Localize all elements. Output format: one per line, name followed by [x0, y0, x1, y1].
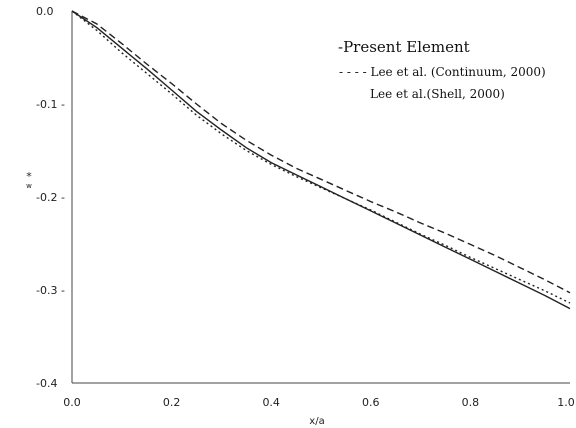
legend-entry-0: -Present Element [338, 38, 470, 56]
y-tick-label-0: 0.0 [36, 5, 54, 18]
x-tick-label-0: 0.0 [63, 396, 81, 409]
x-tick-label-2: 0.4 [262, 396, 280, 409]
legend-entry-1: - - - - Lee et al. (Continuum, 2000) [339, 65, 546, 79]
y-tick-label-1: -0.1 - [36, 98, 65, 111]
y-tick-label-2: -0.2 - [36, 191, 65, 204]
series-line-dashed [71, 10, 571, 294]
series-lines [71, 10, 571, 310]
series-line-dotted [71, 10, 571, 304]
y-tick-labels: 0.0 -0.1 - -0.2 - -0.3 - -0.4 [36, 5, 65, 390]
x-tick-labels: 0.0 0.2 0.4 0.6 0.8 1.0 [63, 396, 575, 409]
series-line-solid [71, 10, 571, 310]
chart-axes [71, 11, 570, 384]
legend-entry-2: Lee et al.(Shell, 2000) [370, 87, 505, 101]
x-tick-label-3: 0.6 [362, 396, 380, 409]
y-tick-label-4: -0.4 [36, 377, 57, 390]
chart-legend: -Present Element - - - - Lee et al. (Cont… [338, 38, 546, 101]
x-axis-label: x/a [309, 416, 324, 427]
y-axis-label-superscript: * [26, 170, 32, 183]
x-tick-label-5: 1.0 [557, 396, 575, 409]
y-axis-label: w [26, 182, 32, 190]
x-tick-label-1: 0.2 [163, 396, 181, 409]
y-tick-label-3: -0.3 - [36, 284, 65, 297]
x-tick-label-4: 0.8 [462, 396, 480, 409]
